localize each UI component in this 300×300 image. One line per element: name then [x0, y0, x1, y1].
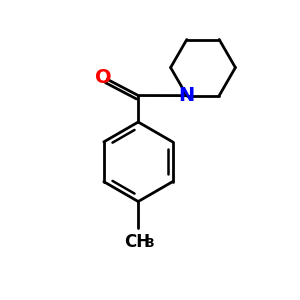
- Text: CH: CH: [124, 233, 150, 251]
- Text: N: N: [179, 86, 195, 105]
- Text: 3: 3: [145, 238, 153, 250]
- Text: O: O: [95, 68, 112, 87]
